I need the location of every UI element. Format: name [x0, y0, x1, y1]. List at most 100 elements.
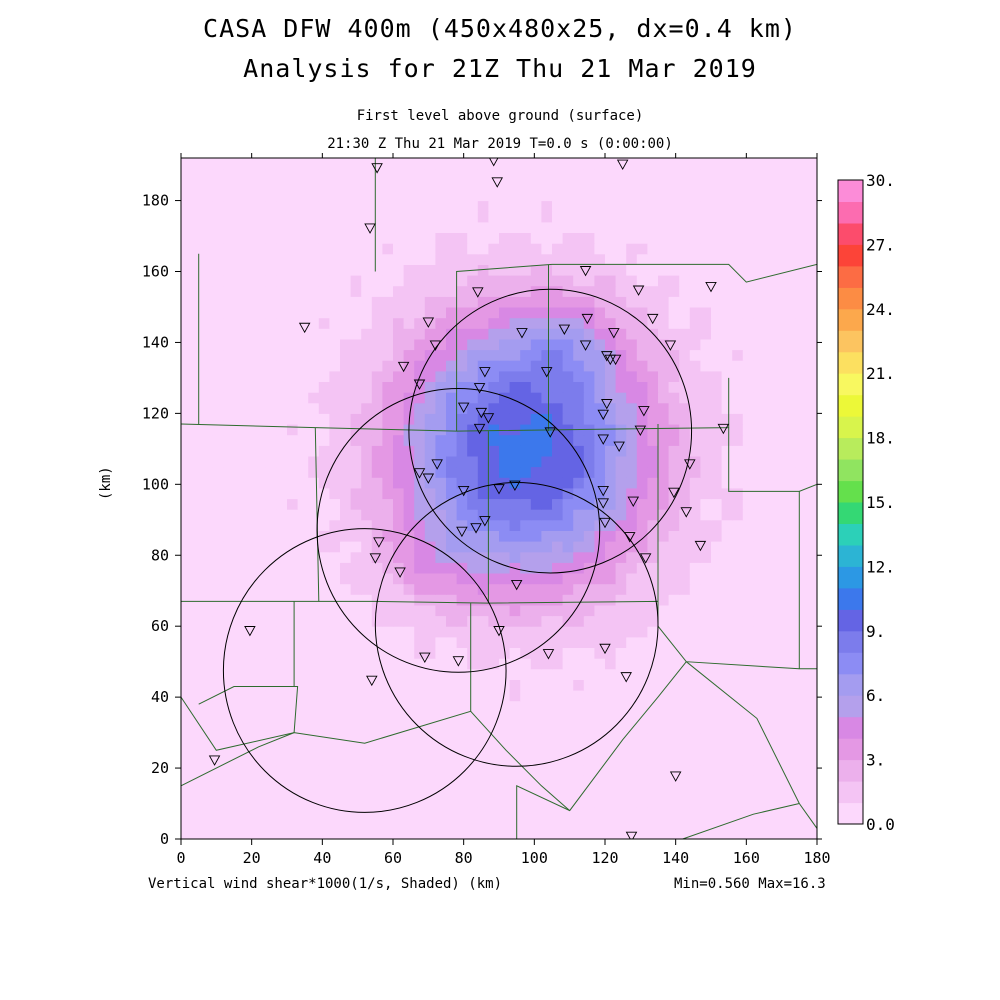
field-cell: [255, 402, 267, 414]
field-cell: [700, 658, 712, 670]
field-cell: [435, 445, 447, 457]
field-cell: [329, 722, 341, 734]
field-cell: [191, 573, 203, 585]
field-cell: [605, 392, 617, 404]
y-tick-label: 80: [151, 546, 169, 564]
field-cell: [488, 690, 500, 702]
field-cell: [435, 700, 447, 712]
field-cell: [340, 658, 352, 670]
field-cell: [742, 200, 754, 212]
field-cell: [520, 785, 532, 797]
field-cell: [573, 445, 585, 457]
station-marker: [475, 407, 488, 419]
field-cell: [424, 785, 436, 797]
field-cell: [552, 296, 564, 308]
field-cell: [541, 626, 553, 638]
field-cell: [499, 445, 511, 457]
field-cell: [764, 179, 776, 191]
field-cell: [244, 817, 256, 829]
field-cell: [382, 455, 394, 468]
field-cell: [764, 817, 776, 829]
field-cell: [583, 498, 595, 510]
field-cell: [806, 370, 817, 382]
field-cell: [742, 796, 754, 808]
field-cell: [711, 370, 723, 382]
field-cell: [541, 658, 553, 670]
field-cell: [679, 722, 691, 734]
field-cell: [806, 785, 817, 797]
field-cell: [456, 264, 468, 276]
field-cell: [456, 168, 468, 180]
field-cell: [626, 626, 638, 638]
field-cell: [711, 253, 723, 265]
field-cell: [679, 498, 691, 510]
field-cell: [361, 168, 373, 180]
field-cell: [403, 221, 415, 233]
field-cell: [181, 732, 193, 744]
field-cell: [594, 189, 606, 202]
field-cell: [244, 189, 256, 202]
field-cell: [689, 381, 701, 393]
field-cell: [467, 530, 479, 542]
field-cell: [615, 764, 627, 776]
field-cell: [318, 317, 330, 329]
field-cell: [329, 275, 341, 287]
field-cell: [340, 668, 352, 680]
field-cell: [562, 349, 574, 361]
field-cell: [615, 573, 627, 585]
field-cell: [721, 487, 733, 500]
field-cell: [191, 679, 203, 691]
field-cell: [647, 285, 659, 297]
field-cell: [530, 381, 542, 393]
field-cell: [785, 466, 797, 478]
field-cell: [689, 509, 701, 521]
field-cell: [361, 700, 373, 712]
field-cell: [234, 349, 246, 361]
field-cell: [488, 243, 500, 255]
field-cell: [212, 338, 224, 351]
field-cell: [255, 658, 267, 670]
field-cell: [615, 636, 627, 648]
field-cell: [626, 487, 638, 500]
station-marker: [208, 755, 221, 766]
field-cell: [477, 434, 489, 446]
field-cell: [191, 594, 203, 606]
field-cell: [615, 434, 627, 446]
field-cell: [467, 700, 479, 712]
field-cell: [424, 402, 436, 414]
field-cell: [711, 647, 723, 659]
field-cell: [806, 828, 817, 839]
field-cell: [202, 317, 214, 329]
field-cell: [456, 796, 468, 808]
field-cell: [785, 668, 797, 680]
field-cell: [753, 573, 765, 585]
field-cell: [318, 668, 330, 680]
y-tick-label: 180: [142, 192, 169, 210]
field-cell: [403, 604, 415, 617]
field-cell: [477, 594, 489, 606]
field-cell: [679, 189, 691, 202]
field-cell: [234, 764, 246, 776]
field-cell: [350, 402, 362, 414]
field-cell: [308, 253, 320, 265]
field-cell: [689, 807, 701, 819]
field-cell: [297, 285, 309, 297]
field-cell: [753, 498, 765, 510]
field-cell: [424, 573, 436, 585]
field-cell: [223, 221, 235, 233]
field-cell: [795, 658, 807, 670]
field-cell: [234, 466, 246, 478]
field-cell: [647, 307, 659, 319]
field-cell: [806, 753, 817, 766]
field-cell: [446, 424, 458, 436]
field-cell: [711, 158, 723, 170]
county-border: [181, 732, 295, 787]
field-cell: [371, 189, 383, 202]
field-cell: [435, 253, 447, 265]
field-cell: [488, 636, 500, 648]
field-cell: [382, 445, 394, 457]
field-cell: [520, 317, 532, 329]
field-cell: [234, 732, 246, 744]
field-cell: [509, 221, 521, 233]
field-cell: [308, 583, 320, 595]
